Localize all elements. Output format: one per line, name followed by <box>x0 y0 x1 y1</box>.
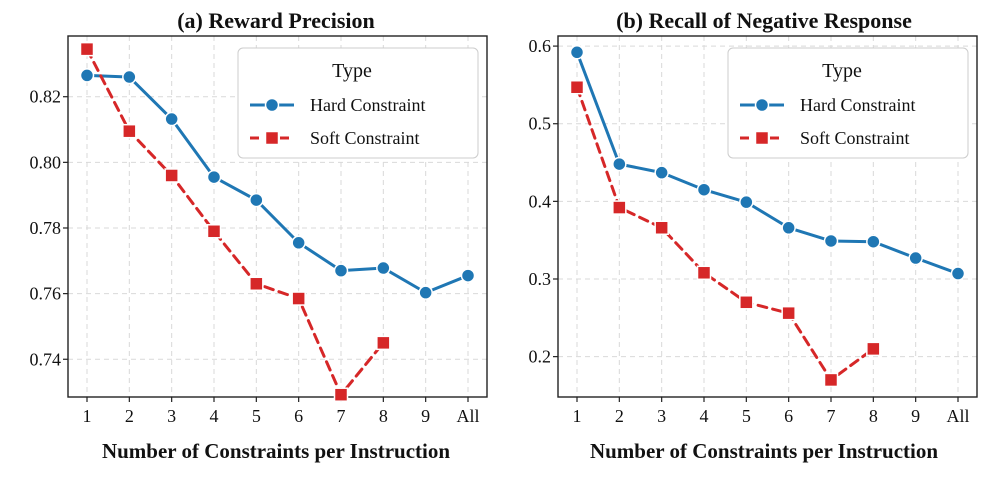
x-tick-label: 8 <box>869 406 878 426</box>
x-tick-label: All <box>456 406 479 426</box>
series-line <box>85 47 385 397</box>
data-point <box>122 69 137 85</box>
data-point <box>696 182 712 197</box>
data-point <box>249 192 264 208</box>
y-tick-label: 0.82 <box>30 87 62 107</box>
data-point <box>164 111 179 127</box>
data-point <box>460 268 476 283</box>
legend-marker-square <box>754 130 770 146</box>
y-tick-label: 0.74 <box>30 349 62 369</box>
data-point <box>122 123 137 139</box>
data-point <box>781 220 796 236</box>
x-tick-label: 9 <box>911 406 920 426</box>
x-tick-label: 1 <box>83 406 92 426</box>
legend-label: Hard Constraint <box>800 95 915 115</box>
data-point <box>418 285 433 300</box>
legend-marker-square <box>264 130 280 146</box>
data-point <box>569 45 585 60</box>
x-tick-label: 4 <box>210 406 219 426</box>
data-point <box>950 266 966 281</box>
x-tick-label: 4 <box>700 406 709 426</box>
chart-title: (b) Recall of Negative Response <box>616 8 912 33</box>
data-point <box>376 335 391 351</box>
series-line <box>85 73 470 295</box>
data-point <box>612 200 627 215</box>
data-point <box>823 372 839 388</box>
series-soft-constraint <box>79 41 391 402</box>
data-point <box>908 250 923 266</box>
x-tick-label: 7 <box>337 406 346 426</box>
data-point <box>654 165 669 180</box>
legend-title: Type <box>822 60 862 82</box>
data-point <box>866 234 881 249</box>
x-tick-label: 2 <box>125 406 134 426</box>
data-point <box>739 194 754 210</box>
y-tick-label: 0.78 <box>30 218 62 238</box>
data-point <box>333 263 349 278</box>
y-tick-label: 0.5 <box>529 114 552 134</box>
plot-frame <box>557 35 978 398</box>
x-tick-label: All <box>946 406 969 426</box>
chart-title: (a) Reward Precision <box>177 8 375 33</box>
x-tick-label: 2 <box>615 406 624 426</box>
data-point <box>291 235 306 251</box>
data-point <box>206 224 222 239</box>
y-tick-label: 0.6 <box>529 36 552 56</box>
data-point <box>164 168 179 183</box>
data-point <box>333 387 349 402</box>
y-tick-label: 0.76 <box>30 284 62 304</box>
plot-frame <box>67 35 488 398</box>
data-point <box>696 265 712 281</box>
legend-marker-circle <box>264 97 280 113</box>
legend: Type Hard Constraint Soft Constraint <box>727 47 969 159</box>
x-tick-label: 5 <box>742 406 751 426</box>
data-point <box>866 341 881 357</box>
series-hard-constraint <box>79 68 476 300</box>
data-point <box>249 276 264 292</box>
legend-label: Soft Constraint <box>800 128 910 148</box>
y-tick-label: 0.3 <box>529 269 552 289</box>
x-tick-label: 3 <box>167 406 176 426</box>
data-point <box>206 169 222 185</box>
x-tick-label: 6 <box>784 406 793 426</box>
data-point <box>291 291 306 306</box>
series-line <box>575 50 960 276</box>
y-tick-label: 0.2 <box>529 347 552 367</box>
legend-marker-circle <box>754 97 770 113</box>
legend-box <box>727 47 969 159</box>
y-tick-label: 0.80 <box>30 152 62 172</box>
x-tick-label: 6 <box>294 406 303 426</box>
x-tick-label: 3 <box>657 406 666 426</box>
legend-title: Type <box>332 60 372 82</box>
chart-panel-b: 1 2 3 4 5 6 7 8 9 All 0.2 0.3 0.4 0.5 0.6 (b) Recall of… <box>529 8 978 463</box>
legend: Type Hard Constraint Soft Constraint <box>237 47 479 159</box>
data-point <box>654 220 669 236</box>
data-point <box>79 68 95 83</box>
chart-panel-a: 1 2 3 4 5 6 7 8 9 All 0.74 0.76 0.78 0.80 0.82 (a) Rewa… <box>30 8 488 463</box>
data-point <box>569 79 585 95</box>
data-point <box>781 305 796 321</box>
legend-label: Hard Constraint <box>310 95 425 115</box>
x-tick-label: 5 <box>252 406 261 426</box>
x-tick-label: 8 <box>379 406 388 426</box>
x-axis-label: Number of Constraints per Instruction <box>590 439 938 463</box>
data-point <box>612 156 627 172</box>
data-point <box>739 295 754 310</box>
x-axis-label: Number of Constraints per Instruction <box>102 439 450 463</box>
legend-box <box>237 47 479 159</box>
data-point <box>79 41 95 57</box>
y-tick-label: 0.4 <box>529 191 552 211</box>
data-point <box>823 233 839 249</box>
x-tick-label: 7 <box>827 406 836 426</box>
x-tick-label: 9 <box>421 406 430 426</box>
series-soft-constraint <box>569 79 881 388</box>
legend-label: Soft Constraint <box>310 128 420 148</box>
series-hard-constraint <box>569 45 966 281</box>
x-tick-label: 1 <box>573 406 582 426</box>
data-point <box>376 260 391 276</box>
